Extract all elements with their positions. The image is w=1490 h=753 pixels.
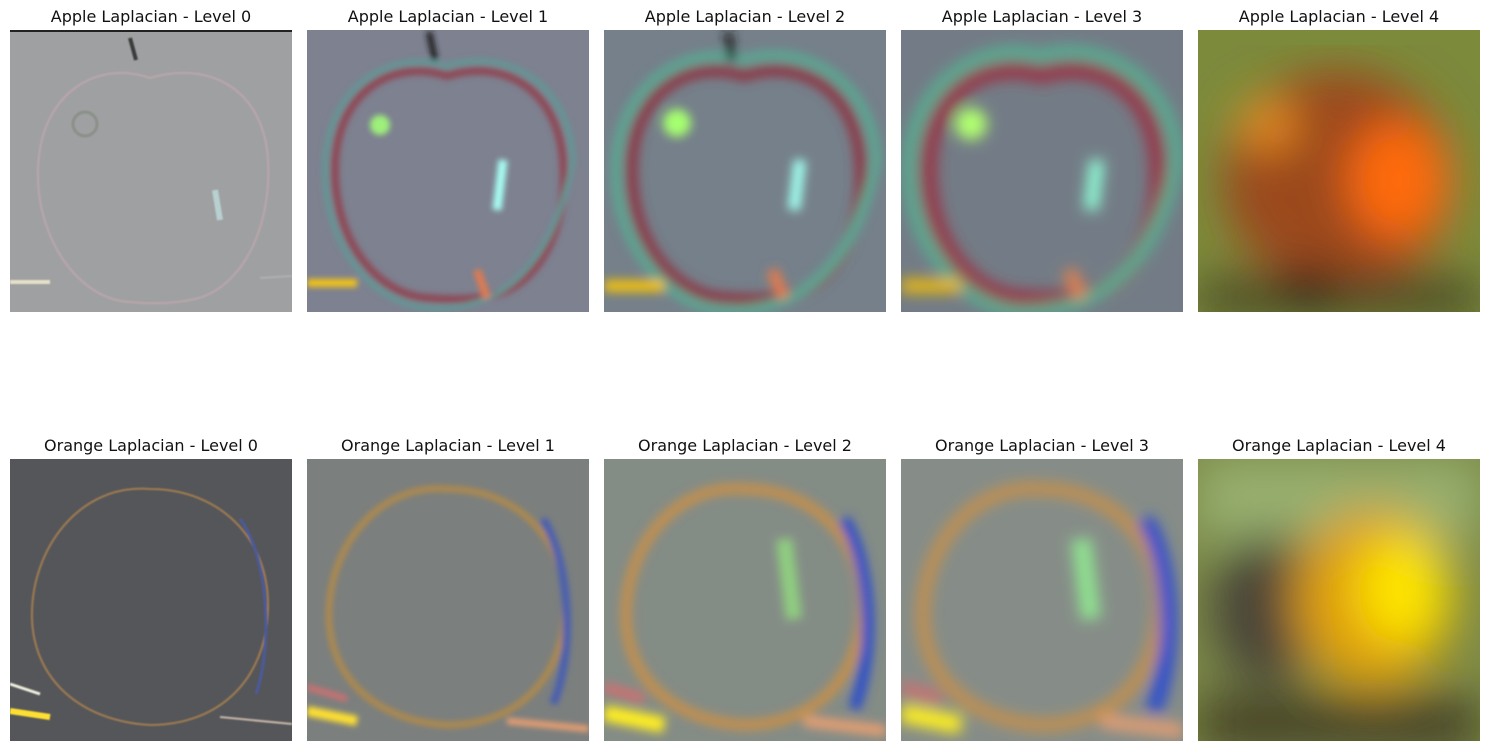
orange-laplacian-level-1-image [307,459,589,741]
panel-title: Apple Laplacian - Level 4 [1238,7,1440,26]
apple-laplacian-level-2-image [604,30,886,312]
panel-title: Orange Laplacian - Level 1 [341,436,555,455]
orange-laplacian-level-3-image [901,459,1183,741]
apple-laplacian-level-1-image [307,30,589,312]
panel-title: Orange Laplacian - Level 0 [44,436,258,455]
panel-title: Apple Laplacian - Level 3 [941,7,1143,26]
panel-title: Apple Laplacian - Level 2 [644,7,846,26]
apple-laplacian-level-3-image [901,30,1183,312]
apple-laplacian-level-4-image [1198,30,1480,312]
panel-title: Orange Laplacian - Level 2 [638,436,852,455]
orange-laplacian-level-2-image [604,459,886,741]
panel-title: Orange Laplacian - Level 4 [1232,436,1446,455]
orange-laplacian-level-4-image [1198,459,1480,741]
panel-title: Apple Laplacian - Level 1 [347,7,549,26]
panel-title: Orange Laplacian - Level 3 [935,436,1149,455]
panel-title: Apple Laplacian - Level 0 [50,7,252,26]
orange-laplacian-level-0-image [10,459,292,741]
apple-laplacian-level-0-image [10,30,292,312]
